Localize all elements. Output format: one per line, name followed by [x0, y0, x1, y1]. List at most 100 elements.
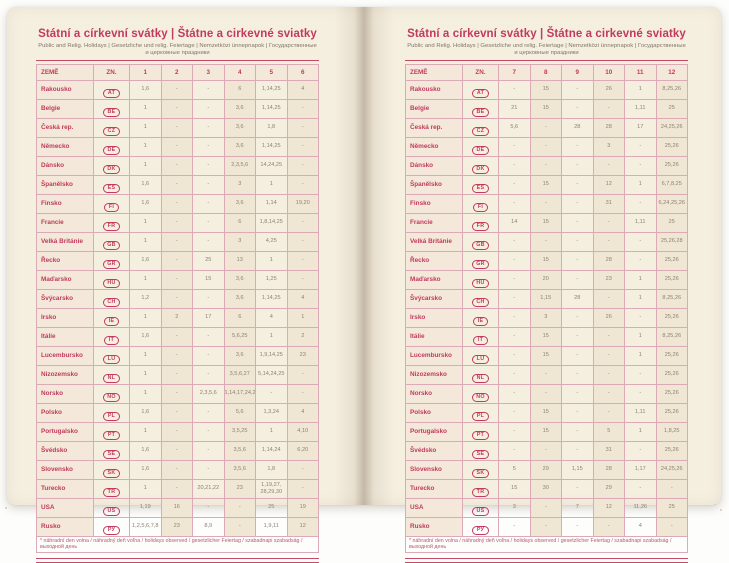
holiday-days-cell: 6,7,8,25 [655, 174, 688, 195]
code-cell: IE [93, 307, 130, 328]
country-code-badge: SE [103, 449, 120, 460]
holiday-days-cell: 25 [192, 250, 225, 271]
holiday-days-cell: - [286, 383, 319, 404]
holiday-days-cell: 26 [592, 79, 625, 100]
code-column-header: ZN. [93, 64, 130, 81]
code-cell: DE [93, 136, 130, 157]
holiday-days-cell: 1 [129, 231, 162, 252]
holiday-days-cell: 1 [129, 98, 162, 119]
holiday-days-cell: - [498, 326, 531, 347]
code-cell: GR [462, 250, 499, 271]
code-column-header: ZN. [462, 64, 499, 81]
holiday-days-cell: 1,19,27, 28,29,30 [255, 478, 288, 499]
holiday-days-cell: - [160, 174, 193, 195]
holiday-days-cell: 4 [624, 516, 657, 537]
holiday-days-cell: 29 [592, 478, 625, 499]
holiday-days-cell: 1,2,5,6,7,8 [129, 516, 162, 537]
holiday-days-cell: 1,14,25 [255, 79, 288, 100]
country-code-badge: IE [104, 316, 119, 327]
holiday-days-cell: - [498, 231, 531, 252]
holiday-days-cell: - [160, 250, 193, 271]
country-row: Turecko TR 1-20,21,22 23 1,19,27, 28,29,30- [36, 478, 319, 499]
country-name: Španělsko [36, 174, 94, 195]
code-cell: TR [462, 478, 499, 499]
holiday-days-cell: 1,19 [129, 497, 162, 518]
code-cell: PL [93, 402, 130, 423]
holiday-days-cell: 6,24,25,26 [655, 193, 688, 214]
month-column-header: 11 [624, 64, 657, 81]
country-code-badge: IT [473, 335, 488, 346]
holiday-days-cell: 4 [286, 79, 319, 100]
country-code-badge: AT [103, 88, 120, 99]
country-code-badge: ES [472, 183, 489, 194]
holiday-days-cell: - [160, 383, 193, 404]
code-cell: IT [462, 326, 499, 347]
holiday-days-cell: 5,6 [223, 402, 256, 423]
holiday-days-cell: - [561, 193, 594, 214]
holiday-days-cell: 14,24,25 [255, 155, 288, 176]
holiday-days-cell: 1 [129, 136, 162, 157]
holiday-days-cell: 1,6 [129, 174, 162, 195]
country-name: Řecko [405, 250, 463, 271]
holiday-days-cell: 3,6 [223, 288, 256, 309]
holiday-days-cell: 3 [498, 497, 531, 518]
holiday-days-cell: 1,14,25 [255, 288, 288, 309]
holiday-days-cell: - [655, 478, 688, 499]
country-name: Slovensko [405, 459, 463, 480]
code-cell: IE [462, 307, 499, 328]
holiday-days-cell: 8,25,26 [655, 79, 688, 100]
month-column-header: 4 [223, 64, 256, 81]
month-column-header: 7 [498, 64, 531, 81]
holiday-days-cell: 8,25,26 [655, 326, 688, 347]
holiday-days-cell: 23 [592, 269, 625, 290]
holiday-days-cell: 1,9,11 [255, 516, 288, 537]
holiday-days-cell: 1 [255, 174, 288, 195]
holiday-days-cell: - [192, 326, 225, 347]
right-page: Státní a církevní svátky | Štátne a cirk… [364, 7, 721, 563]
page-subtitle: Public and Relig. Holidays | Gesetzliche… [38, 43, 317, 56]
country-row: Itálie IT -15- -1 8,25,26 [405, 326, 688, 347]
country-row: Slovensko SK 1,6- -3,5,6 1,8- [36, 459, 319, 480]
page-subtitle: Public and Relig. Holidays | Gesetzliche… [407, 43, 686, 56]
country-name: Velká Británie [36, 231, 94, 252]
holiday-days-cell: 15 [529, 174, 562, 195]
country-row: Řecko GR 1,6-25 13 1- [36, 250, 319, 271]
country-row: Německo DE - - -3-25,26 [405, 136, 688, 157]
holiday-days-cell: 17 [192, 307, 225, 328]
country-name: Turecko [36, 478, 94, 499]
country-row: Slovensko SK 5 29 1,15 28 1,17 24,25,26 [405, 459, 688, 480]
holiday-days-cell: - [561, 326, 594, 347]
holiday-days-cell: - [160, 326, 193, 347]
holiday-days-cell: - [192, 345, 225, 366]
country-code-badge: BE [472, 107, 489, 118]
code-cell: РУ [462, 516, 499, 537]
holiday-days-cell: - [624, 440, 657, 461]
holiday-days-cell: - [498, 155, 531, 176]
month-column-header: 10 [592, 64, 625, 81]
country-code-badge: SK [103, 468, 120, 479]
holiday-days-cell: - [192, 364, 225, 385]
holiday-days-cell: - [192, 155, 225, 176]
country-name: Francie [405, 212, 463, 233]
holiday-days-cell: 1,14,25 [255, 136, 288, 157]
country-row: Česká rep. CZ 1- -3,6 1,8- [36, 117, 319, 138]
holidays-table: ZEMĚ ZN. 7 8 9 10 11 12 Rakousko AT -15-26 1 8,25,26… [405, 64, 688, 553]
holiday-days-cell: - [498, 402, 531, 423]
country-row: Rakousko AT 1,6- -6 1,14,25 4 [36, 79, 319, 100]
country-row: Nizozemsko NL 1- -3,5,6,27 5,14,24,25- [36, 364, 319, 385]
country-row: Maďarsko HU 1-15 3,6 1,25- [36, 269, 319, 290]
code-cell: ES [462, 174, 499, 195]
holiday-days-cell: 1,6 [129, 459, 162, 480]
holiday-days-cell: - [192, 212, 225, 233]
holiday-days-cell: 3,5,25 [223, 421, 256, 442]
holiday-days-cell: 14 [498, 212, 531, 233]
code-cell: GR [93, 250, 130, 271]
holiday-days-cell: - [192, 231, 225, 252]
holiday-days-cell: 1 [129, 364, 162, 385]
holiday-days-cell: 25,26 [655, 440, 688, 461]
holiday-days-cell: 1 [129, 269, 162, 290]
code-cell: US [462, 497, 499, 518]
country-code-badge: FR [472, 221, 489, 232]
holiday-days-cell: 1,8,14,25 [255, 212, 288, 233]
holiday-days-cell: 28 [561, 288, 594, 309]
